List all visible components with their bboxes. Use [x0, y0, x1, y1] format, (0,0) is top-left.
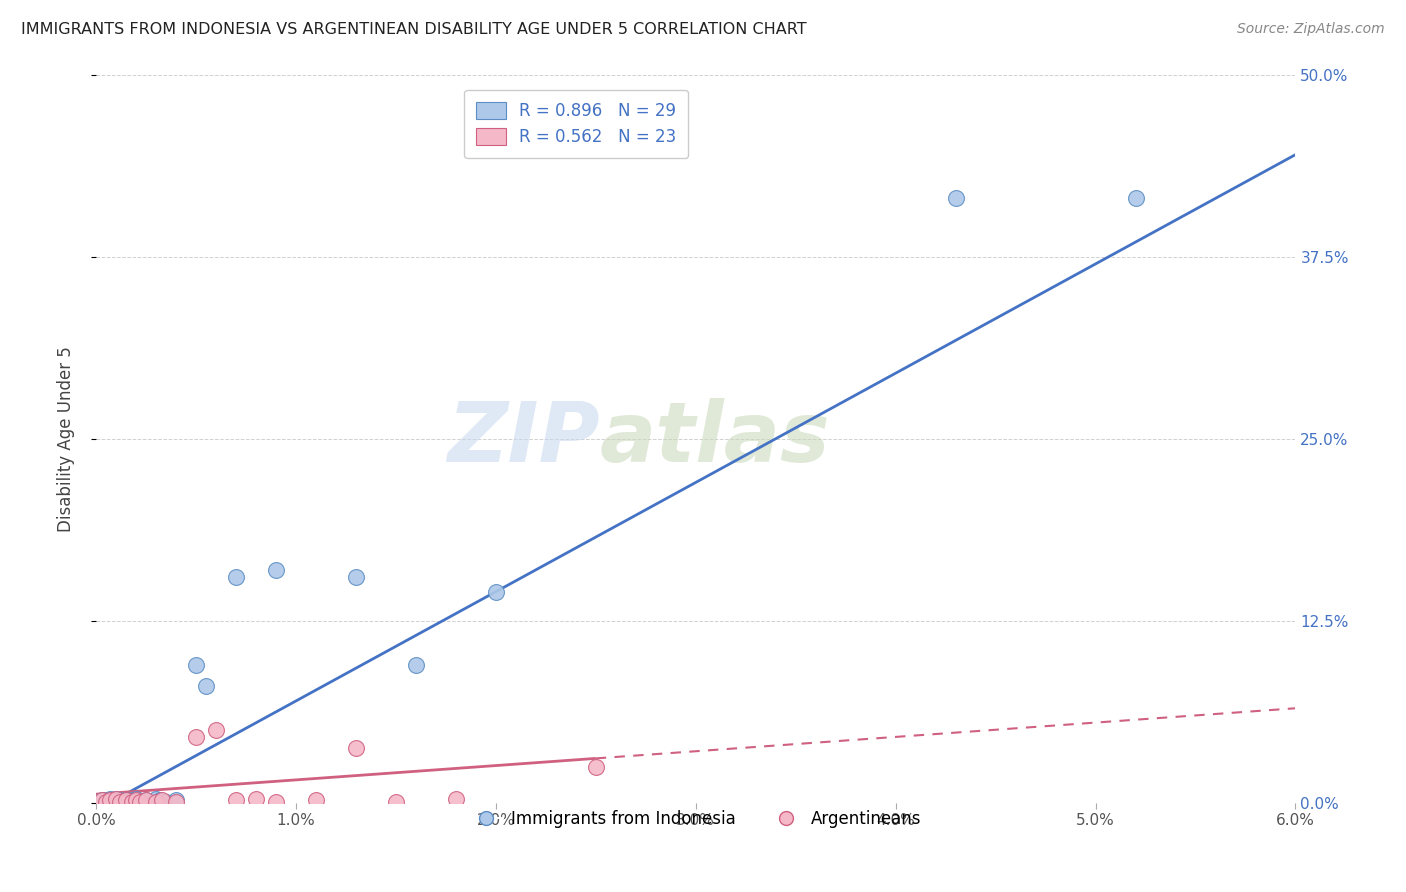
Text: IMMIGRANTS FROM INDONESIA VS ARGENTINEAN DISABILITY AGE UNDER 5 CORRELATION CHAR: IMMIGRANTS FROM INDONESIA VS ARGENTINEAN…: [21, 22, 807, 37]
Point: [184, 731, 207, 745]
Text: atlas: atlas: [600, 398, 831, 479]
Point: [101, 793, 124, 807]
Point: [115, 793, 138, 807]
Point: [121, 793, 143, 807]
Point: [94, 795, 117, 809]
Point: [129, 795, 152, 809]
Point: [485, 584, 508, 599]
Point: [264, 795, 287, 809]
Point: [344, 740, 367, 755]
Point: [225, 570, 247, 584]
Point: [344, 570, 367, 584]
Point: [165, 793, 187, 807]
Point: [91, 793, 114, 807]
Point: [145, 791, 167, 805]
Point: [105, 795, 128, 809]
Point: [108, 793, 131, 807]
Point: [108, 795, 131, 809]
Point: [945, 191, 967, 205]
Point: [149, 793, 172, 807]
Point: [444, 791, 467, 805]
Point: [155, 795, 177, 809]
Point: [205, 723, 228, 738]
Point: [585, 759, 607, 773]
Point: [305, 793, 328, 807]
Point: [145, 795, 167, 809]
Text: ZIP: ZIP: [447, 398, 600, 479]
Point: [150, 793, 173, 807]
Point: [98, 791, 121, 805]
Point: [115, 793, 138, 807]
Y-axis label: Disability Age Under 5: Disability Age Under 5: [58, 346, 75, 532]
Legend: Immigrants from Indonesia, Argentineans: Immigrants from Indonesia, Argentineans: [463, 804, 928, 835]
Point: [264, 563, 287, 577]
Point: [121, 795, 143, 809]
Point: [129, 795, 152, 809]
Point: [184, 657, 207, 672]
Point: [111, 795, 134, 809]
Point: [105, 791, 128, 805]
Point: [135, 793, 157, 807]
Point: [385, 795, 408, 809]
Point: [145, 795, 167, 809]
Point: [405, 657, 427, 672]
Point: [94, 795, 117, 809]
Point: [125, 793, 148, 807]
Point: [118, 795, 141, 809]
Point: [245, 791, 267, 805]
Point: [125, 791, 148, 805]
Point: [1125, 191, 1147, 205]
Point: [135, 793, 157, 807]
Point: [225, 793, 247, 807]
Point: [91, 793, 114, 807]
Point: [194, 680, 217, 694]
Point: [125, 793, 148, 807]
Point: [105, 791, 128, 805]
Point: [165, 795, 187, 809]
Point: [98, 793, 121, 807]
Text: Source: ZipAtlas.com: Source: ZipAtlas.com: [1237, 22, 1385, 37]
